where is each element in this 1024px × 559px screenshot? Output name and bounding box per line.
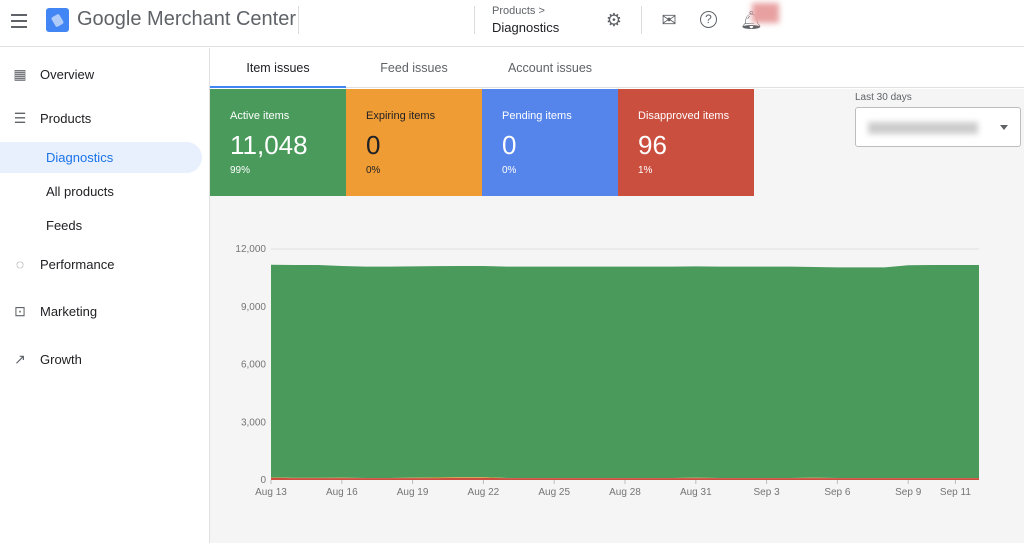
tab-item-issues[interactable]: Item issues [210, 48, 346, 88]
card-percent: 0% [502, 165, 517, 176]
bag-icon: ⊡ [14, 302, 26, 319]
x-tick-label: Sep 6 [824, 487, 851, 498]
card-value: 0 [502, 130, 517, 160]
sidebar-item-products[interactable]: ☰ Products [0, 103, 92, 133]
dashboard-icon: ▦ [13, 65, 27, 82]
sidebar-item-label: Overview [40, 66, 95, 82]
x-tick-label: Aug 28 [609, 487, 641, 498]
x-tick-label: Sep 3 [754, 487, 781, 498]
y-tick-label: 0 [260, 475, 266, 486]
card-label: Expiring items [366, 110, 436, 122]
mail-icon[interactable]: ✉ [661, 10, 677, 30]
y-tick-label: 9,000 [241, 302, 266, 313]
sidebar-item-growth[interactable]: ↗ Growth [0, 344, 82, 374]
item-status-chart: 0 3,000 6,000 9,000 12,000 Aug 13 Aug 16 Aug 19… [235, 244, 979, 498]
card-value: 11,048 [230, 130, 308, 160]
y-tick-label: 6,000 [241, 360, 266, 371]
sidebar-item-diagnostics[interactable]: Diagnostics [46, 150, 114, 165]
tab-account-issues[interactable]: Account issues [507, 61, 593, 75]
divider [298, 6, 299, 34]
x-tick-label: Aug 25 [538, 487, 570, 498]
card-value: 0 [366, 130, 381, 160]
card-disapproved-items[interactable]: Disapproved items 96 1% [618, 89, 754, 196]
card-percent: 0% [366, 165, 381, 176]
breadcrumb-parent[interactable]: Products > [492, 5, 545, 17]
x-tick-label: Aug 22 [468, 487, 500, 498]
list-icon: ☰ [13, 109, 27, 126]
sidebar-item-label: Performance [40, 256, 115, 272]
sidebar-item-label: Marketing [40, 303, 98, 319]
card-label: Active items [230, 110, 290, 122]
x-tick-label: Aug 16 [326, 487, 358, 498]
y-tick-label: 3,000 [241, 417, 266, 428]
sidebar-item-overview[interactable]: ▦ Overview [0, 59, 94, 89]
sidebar: ▦ Overview ☰ Products Diagnostics All prod… [0, 48, 210, 543]
caret-down-icon [1000, 125, 1008, 130]
sidebar-item-all-products[interactable]: All products [46, 184, 114, 199]
main-content: Active items 11,048 99% Expiring items 0… [210, 89, 1024, 543]
sidebar-item-marketing[interactable]: ⊡ Marketing [0, 296, 97, 326]
avatar[interactable] [752, 3, 779, 23]
active-highlight [0, 142, 202, 173]
y-tick-label: 12,000 [235, 244, 266, 255]
date-range-select[interactable] [855, 107, 1021, 147]
card-label: Pending items [502, 110, 572, 122]
date-range-label: Last 30 days [855, 92, 912, 103]
help-icon[interactable]: ? [700, 11, 717, 28]
performance-icon: ◌ [15, 256, 25, 272]
card-expiring-items[interactable]: Expiring items 0 0% [346, 89, 482, 196]
merchant-center-logo[interactable] [46, 8, 69, 32]
card-percent: 1% [638, 165, 653, 176]
date-range-value-redacted [868, 122, 978, 134]
x-tick-label: Aug 13 [255, 487, 287, 498]
divider [641, 6, 642, 34]
trending-icon: ↗ [14, 350, 26, 367]
sidebar-item-performance[interactable]: ◌ Performance [0, 249, 115, 279]
card-label: Disapproved items [638, 110, 730, 122]
settings-icon[interactable]: ⚙ [605, 10, 623, 30]
series-area [271, 264, 979, 478]
card-active-items[interactable]: Active items 11,048 99% [210, 89, 346, 196]
series-area [271, 477, 979, 479]
series-area [271, 477, 979, 480]
x-tick-label: Sep 11 [940, 487, 971, 498]
tab-bar: Item issues Feed issues Account issues [210, 48, 1024, 88]
sidebar-item-label: Growth [40, 351, 82, 367]
sidebar-item-label: Products [40, 110, 92, 126]
card-value: 96 [638, 130, 667, 160]
card-percent: 99% [230, 165, 251, 176]
x-tick-label: Aug 31 [680, 487, 712, 498]
card-pending-items[interactable]: Pending items 0 0% [482, 89, 618, 196]
divider [474, 6, 475, 34]
brand-name[interactable]: Google Merchant Center [77, 8, 297, 30]
tab-feed-issues[interactable]: Feed issues [380, 61, 448, 75]
sidebar-item-feeds[interactable]: Feeds [46, 218, 83, 233]
x-tick-label: Aug 19 [397, 487, 429, 498]
breadcrumb-current: Diagnostics [492, 20, 560, 35]
menu-icon[interactable] [11, 14, 27, 28]
top-bar: Google Merchant Center Products > Diagno… [0, 0, 1024, 47]
x-tick-label: Sep 9 [895, 487, 922, 498]
